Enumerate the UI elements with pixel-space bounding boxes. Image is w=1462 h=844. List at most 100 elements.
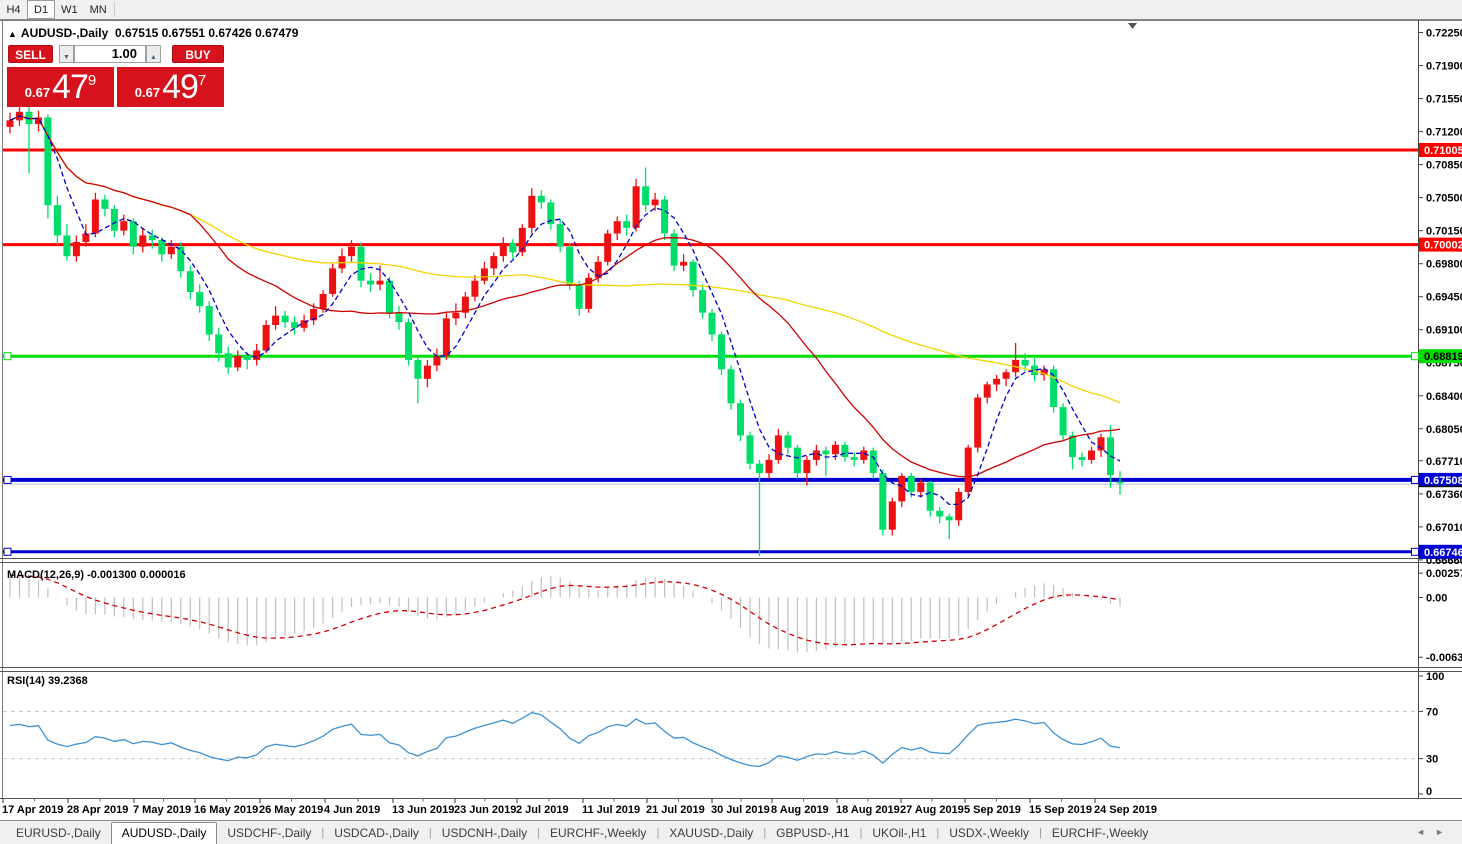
- timeframe-button-D1[interactable]: D1: [27, 0, 56, 19]
- lot-increase-button[interactable]: ▲: [146, 45, 161, 63]
- sell-button[interactable]: SELL: [8, 45, 53, 63]
- symbol-info: ▲ AUDUSD-,Daily 0.67515 0.67551 0.67426 0…: [8, 26, 298, 40]
- candle-body: [139, 235, 147, 247]
- candle-body: [642, 186, 650, 206]
- candle-body: [281, 315, 289, 323]
- price-tick-label: 0.71200: [1426, 127, 1462, 139]
- macd-tick-label: -0.006326: [1426, 652, 1462, 664]
- date-label: 13 Jun 2019: [392, 804, 454, 816]
- toolbar-separator: [113, 2, 115, 17]
- candle-body: [310, 309, 318, 321]
- tab-usdcnh-daily[interactable]: USDCNH-,Daily: [441, 826, 528, 840]
- candle-body: [461, 296, 469, 313]
- candle-body: [442, 318, 450, 357]
- candle-body: [452, 312, 460, 319]
- tab-eurchf-weekly[interactable]: EURCHF-,Weekly: [1051, 826, 1149, 840]
- tab-usdx-weekly[interactable]: USDX-,Weekly: [949, 826, 1030, 840]
- price-tick-label: 0.70150: [1426, 226, 1462, 238]
- chart-shift-marker-icon[interactable]: [1128, 23, 1137, 29]
- candle-body: [670, 233, 678, 266]
- candle-body: [433, 356, 441, 366]
- candle-body: [661, 199, 669, 234]
- tab-usdcad-daily[interactable]: USDCAD-,Daily: [334, 826, 419, 840]
- ma-fast-line: [9, 115, 1121, 506]
- price-tick-label: 0.69800: [1426, 259, 1462, 271]
- candle-body: [1002, 372, 1010, 379]
- date-label: 16 May 2019: [194, 804, 258, 816]
- rsi-tick-label: 30: [1426, 754, 1438, 766]
- candle-body: [623, 221, 631, 228]
- price-tick-label: 0.69100: [1426, 325, 1462, 337]
- candle-body: [699, 290, 707, 313]
- date-label: 17 Apr 2019: [2, 804, 63, 816]
- buy-price-display[interactable]: 0.67 49 7: [117, 67, 224, 107]
- candle-body: [955, 492, 963, 521]
- candle-body: [480, 268, 488, 281]
- candle-body: [243, 356, 251, 360]
- level-anchor-marker[interactable]: [3, 547, 12, 556]
- tab-gbpusd-h1[interactable]: GBPUSD-,H1: [776, 826, 850, 840]
- price-tick-label: 0.69450: [1426, 292, 1462, 304]
- price-tick-label: 0.72250: [1426, 28, 1462, 40]
- sell-price-display[interactable]: 0.67 47 9: [7, 67, 114, 107]
- macd-histogram: [9, 576, 1121, 653]
- sell-price-pip: 9: [87, 72, 97, 89]
- candle-body: [689, 261, 697, 291]
- collapse-triangle-icon[interactable]: ▲: [8, 29, 17, 39]
- candle-body: [148, 235, 156, 241]
- candle-body: [110, 209, 118, 231]
- candle-body: [708, 312, 716, 335]
- candle-body: [499, 242, 507, 257]
- candle-body: [234, 356, 242, 368]
- date-label: 23 Jun 2019: [454, 804, 516, 816]
- level-price-badge-0.70002: [1419, 237, 1462, 252]
- level-anchor-marker[interactable]: [3, 475, 12, 484]
- candle-body: [1050, 369, 1058, 407]
- candle-body: [35, 117, 42, 125]
- candle-body: [158, 240, 166, 255]
- tab-scroll-right-icon[interactable]: ►: [1435, 827, 1454, 837]
- tab-separator: |: [321, 827, 325, 839]
- level-badge-text: 0.66746: [1424, 547, 1462, 559]
- candle-body: [945, 516, 953, 521]
- tab-ukoil-h1[interactable]: UKOil-,H1: [872, 826, 927, 840]
- rsi-value: 39.2368: [47, 675, 88, 687]
- buy-button[interactable]: BUY: [172, 45, 224, 63]
- candle-body: [367, 280, 374, 285]
- tab-xauusd-daily[interactable]: XAUUSD-,Daily: [669, 826, 754, 840]
- tab-usdchf-daily[interactable]: USDCHF-,Daily: [227, 826, 312, 840]
- tab-scroll-arrows[interactable]: ◄►: [1416, 827, 1454, 837]
- candle-body: [82, 233, 90, 242]
- tab-eurchf-weekly[interactable]: EURCHF-,Weekly: [549, 826, 647, 840]
- level-price-badge-0.68819: [1419, 349, 1462, 364]
- tab-scroll-left-icon[interactable]: ◄: [1416, 827, 1436, 837]
- level-anchor-marker[interactable]: [3, 352, 12, 361]
- candle-body: [869, 450, 877, 474]
- candle-body: [831, 444, 839, 455]
- candle-body: [594, 261, 602, 278]
- candle-body: [1097, 437, 1105, 451]
- tab-audusd-daily[interactable]: AUDUSD-,Daily: [110, 822, 218, 844]
- price-tick-label: 0.70500: [1426, 193, 1462, 205]
- timeframe-button-MN[interactable]: MN: [89, 3, 107, 16]
- timeframe-button-H4[interactable]: H4: [6, 3, 21, 16]
- macd-values: -0.001300 0.000016: [87, 569, 186, 581]
- rsi-line: [9, 711, 1121, 768]
- level-price-badge-0.67508: [1419, 472, 1462, 487]
- candle-body: [215, 334, 223, 354]
- rsi-tick-label: 0: [1426, 786, 1432, 798]
- candle-body: [91, 199, 99, 234]
- price-tick-label: 0.67710: [1426, 456, 1462, 468]
- buy-price-prefix: 0.67: [134, 85, 161, 100]
- date-label: 5 Sep 2019: [964, 804, 1021, 816]
- price-tick-label: 0.68400: [1426, 391, 1462, 403]
- tab-eurusd-daily[interactable]: EURUSD-,Daily: [16, 826, 101, 840]
- candle-body: [566, 246, 574, 285]
- candle-body: [556, 224, 564, 247]
- lot-decrease-button[interactable]: ▼: [59, 45, 74, 63]
- lot-size-input[interactable]: 1.00: [74, 45, 146, 63]
- timeframe-button-W1[interactable]: W1: [61, 3, 78, 16]
- candle-body: [964, 447, 972, 492]
- level-badge-text: 0.70002: [1424, 240, 1462, 252]
